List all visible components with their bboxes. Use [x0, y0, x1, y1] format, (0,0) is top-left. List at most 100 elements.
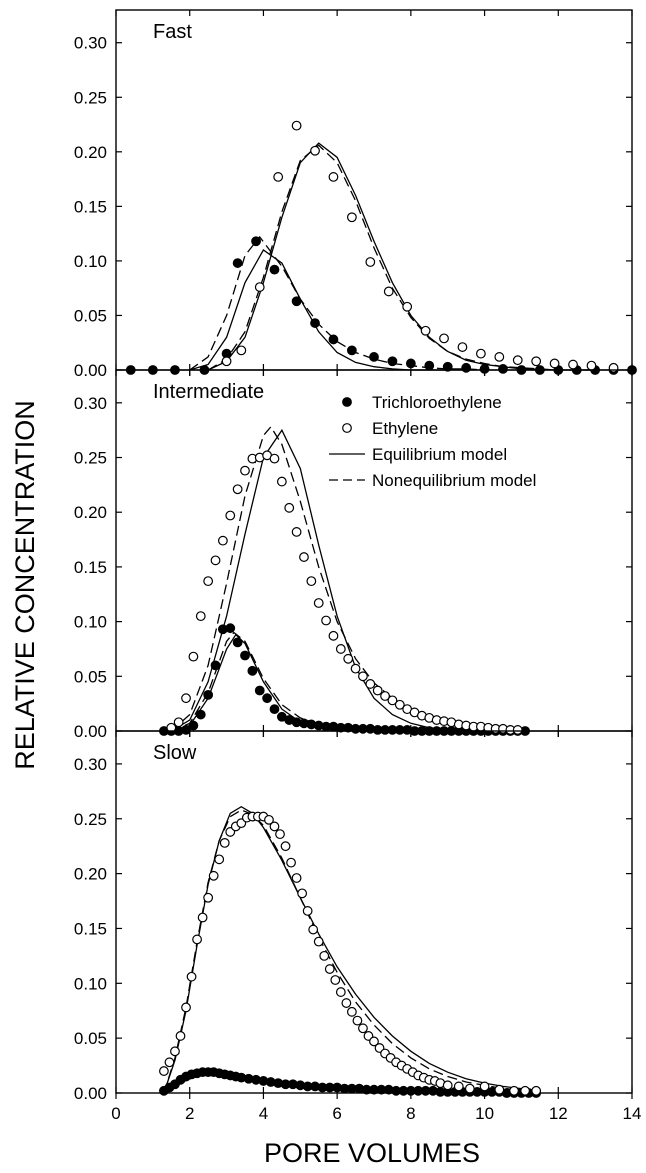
data-point-ethylene [457, 342, 468, 352]
y-tick-label: 0.10 [74, 974, 107, 993]
y-tick-label: 0.30 [74, 34, 107, 53]
data-point-ethylene [254, 282, 265, 292]
y-tick-label: 0.20 [74, 143, 107, 162]
data-point-ethylene [313, 598, 324, 608]
data-point-ethylene [324, 964, 335, 974]
y-tick-label: 0.00 [74, 361, 107, 380]
data-point-ethylene [188, 651, 199, 662]
data-point-ethylene [308, 924, 319, 935]
y-tick-label: 0.10 [74, 252, 107, 271]
data-point-trichloroethylene [269, 264, 280, 275]
legend-label-ethylene: Ethylene [372, 419, 438, 438]
data-point-ethylene [509, 1085, 519, 1096]
series-line-equilibrium-model [170, 428, 467, 732]
data-point-ethylene [531, 1085, 542, 1096]
y-tick-label: 0.25 [74, 88, 107, 107]
data-point-trichloroethylene [262, 693, 273, 704]
x-tick-label: 14 [623, 1104, 642, 1123]
data-point-ethylene [358, 671, 368, 682]
data-point-ethylene [273, 172, 284, 182]
data-point-ethylene [166, 722, 177, 733]
data-point-ethylene [335, 644, 346, 654]
series-line-nonequilibrium-model [163, 809, 540, 1094]
panel-intermediate: 0.00 0.05 0.10 0.15 0.20 0.25 0.30 Intermediate [74, 369, 633, 741]
series-line-equilibrium-model [207, 142, 596, 371]
x-tick-label: 8 [406, 1104, 415, 1123]
panel-slow: 0.00 0.05 0.10 0.15 0.20 0.25 0.30 0 2 4 6 8 10 12 14 S… [74, 730, 642, 1123]
panel-title: Intermediate [153, 381, 264, 403]
series-line-nonequilibrium-model [189, 235, 485, 371]
data-point-ethylene [464, 1083, 475, 1094]
legend-marker-ethylene [342, 423, 352, 433]
data-point-ethylene [197, 912, 208, 923]
data-point-trichloroethylene [291, 296, 302, 307]
x-tick-label: 2 [185, 1104, 194, 1123]
x-tick-label: 6 [332, 1104, 341, 1123]
data-point-trichloroethylene [442, 361, 453, 372]
data-point-ethylene [358, 1023, 368, 1034]
data-point-ethylene [365, 257, 376, 267]
data-point-trichloroethylene [195, 709, 206, 720]
data-point-ethylene [372, 685, 383, 696]
data-point-ethylene [302, 906, 313, 916]
data-point-ethylene [387, 695, 398, 706]
data-point-ethylene [306, 576, 317, 587]
data-point-ethylene [181, 693, 191, 704]
data-point-ethylene [568, 359, 578, 370]
data-point-ethylene [439, 333, 449, 344]
y-tick-label: 0.30 [74, 755, 107, 774]
data-point-trichloroethylene [405, 358, 416, 369]
data-point-ethylene [275, 829, 285, 840]
data-point-ethylene [280, 841, 291, 852]
data-point-ethylene [173, 717, 184, 728]
series-line-nonequilibrium-model [207, 144, 596, 371]
y-tick-label: 0.15 [74, 558, 107, 577]
y-tick-label: 0.30 [74, 394, 107, 413]
y-tick-label: 0.00 [74, 722, 107, 741]
data-point-ethylene [549, 358, 560, 369]
data-point-ethylene [319, 950, 330, 961]
panel-title: Slow [153, 742, 197, 764]
data-point-ethylene [520, 1085, 531, 1096]
y-tick-label: 0.20 [74, 865, 107, 884]
series-line-equilibrium-model [163, 805, 540, 1094]
y-tick-label: 0.00 [74, 1084, 107, 1103]
data-point-ethylene [236, 345, 247, 356]
y-axis-title: RELATIVE CONCENTRATION [10, 400, 40, 770]
panel-title: Fast [153, 21, 192, 43]
data-point-ethylene [164, 1057, 175, 1068]
y-tick-label: 0.10 [74, 613, 107, 632]
data-point-ethylene [608, 362, 619, 373]
data-point-ethylene [328, 630, 339, 641]
data-point-ethylene [203, 576, 214, 587]
data-point-trichloroethylene [461, 362, 472, 373]
data-point-ethylene [531, 356, 542, 367]
data-point-trichloroethylene [310, 318, 320, 328]
data-point-ethylene [286, 857, 296, 868]
data-point-ethylene [210, 555, 221, 566]
data-point-trichloroethylene [232, 258, 243, 268]
data-point-ethylene [299, 552, 309, 562]
data-point-ethylene [291, 873, 302, 883]
data-point-ethylene [369, 1036, 379, 1047]
x-tick-label: 4 [259, 1104, 268, 1123]
data-point-ethylene [269, 453, 280, 464]
data-point-trichloroethylene [498, 364, 508, 374]
data-point-ethylene [586, 360, 597, 371]
data-point-ethylene [217, 535, 228, 546]
data-point-trichloroethylene [181, 725, 191, 735]
data-point-ethylene [264, 814, 274, 825]
data-point-trichloroethylene [387, 356, 398, 367]
panel-fast: 0.00 0.05 0.10 0.15 0.20 0.25 0.30 Fast [74, 9, 637, 380]
data-point-trichloroethylene [369, 352, 379, 362]
x-tick-label: 0 [111, 1104, 120, 1123]
data-point-ethylene [170, 1046, 180, 1057]
legend-marker-trichloroethylene [342, 397, 352, 407]
data-point-ethylene [346, 1006, 357, 1017]
data-point-ethylene [297, 888, 308, 899]
legend-label-equilibrium-model: Equilibrium model [372, 445, 507, 464]
data-point-ethylene [181, 1002, 191, 1013]
data-point-ethylene [512, 725, 523, 735]
data-point-ethylene [343, 653, 354, 664]
data-point-ethylene [321, 615, 331, 626]
